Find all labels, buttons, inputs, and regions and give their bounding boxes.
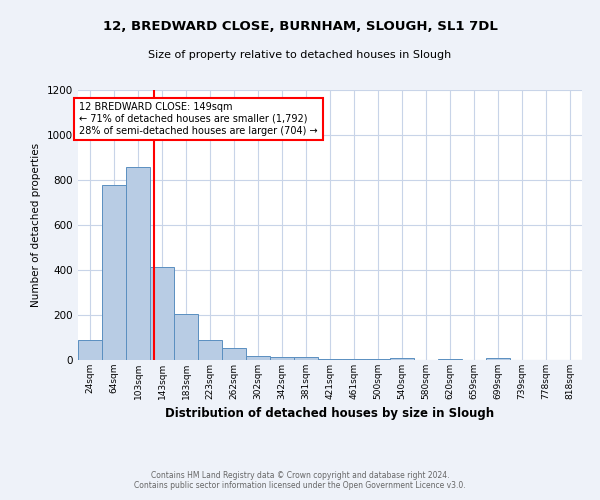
Bar [222,348,246,360]
Bar [174,314,198,360]
Text: 12 BREDWARD CLOSE: 149sqm
← 71% of detached houses are smaller (1,792)
28% of se: 12 BREDWARD CLOSE: 149sqm ← 71% of detac… [79,102,318,136]
Bar [294,356,318,360]
Bar [486,358,510,360]
Bar [246,356,270,360]
Text: Contains HM Land Registry data © Crown copyright and database right 2024.
Contai: Contains HM Land Registry data © Crown c… [134,470,466,490]
Bar [198,340,222,360]
Y-axis label: Number of detached properties: Number of detached properties [31,143,41,307]
Bar [78,340,102,360]
Bar [390,358,414,360]
Bar [342,359,366,360]
Bar [102,184,126,360]
Bar [366,359,390,360]
Bar [126,166,150,360]
X-axis label: Distribution of detached houses by size in Slough: Distribution of detached houses by size … [166,408,494,420]
Text: 12, BREDWARD CLOSE, BURNHAM, SLOUGH, SL1 7DL: 12, BREDWARD CLOSE, BURNHAM, SLOUGH, SL1… [103,20,497,33]
Bar [270,356,294,360]
Bar [438,359,462,360]
Text: Size of property relative to detached houses in Slough: Size of property relative to detached ho… [148,50,452,60]
Bar [150,266,174,360]
Bar [318,359,342,360]
